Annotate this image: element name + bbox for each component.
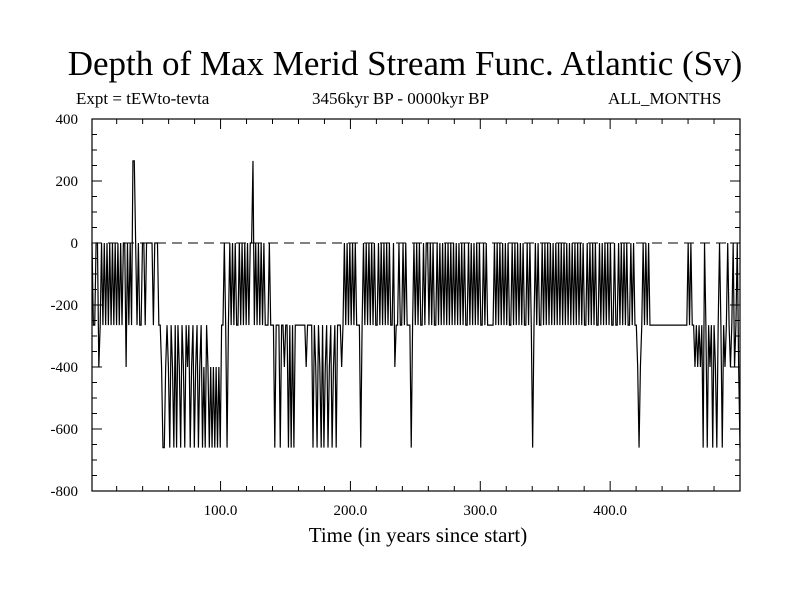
x-tick-label: 400.0 bbox=[593, 503, 627, 519]
y-tick-label: 200 bbox=[56, 174, 79, 190]
x-tick-label: 300.0 bbox=[463, 503, 497, 519]
months-label: ALL_MONTHS bbox=[608, 89, 722, 108]
experiment-label: Expt = tEWto-tevta bbox=[76, 89, 210, 108]
x-axis-label: Time (in years since start) bbox=[309, 523, 528, 547]
y-tick-label: 400 bbox=[56, 112, 79, 128]
series-line bbox=[91, 160, 741, 449]
plot-frame bbox=[91, 118, 741, 492]
y-tick-label: -200 bbox=[51, 298, 79, 314]
tick-labels: 400 200 0 -200 -400 -600 -800 100.0 200.0 300.0 40… bbox=[51, 112, 628, 519]
x-tick-label: 200.0 bbox=[334, 503, 368, 519]
y-tick-label: -600 bbox=[51, 422, 79, 438]
y-tick-label: -800 bbox=[51, 484, 79, 500]
y-tick-label: 0 bbox=[71, 236, 79, 252]
chart-title: Depth of Max Merid Stream Func. Atlantic… bbox=[67, 44, 743, 83]
time-range-label: 3456kyr BP - 0000kyr BP bbox=[312, 89, 489, 108]
x-tick-label: 100.0 bbox=[204, 503, 238, 519]
y-tick-label: -400 bbox=[51, 360, 79, 376]
